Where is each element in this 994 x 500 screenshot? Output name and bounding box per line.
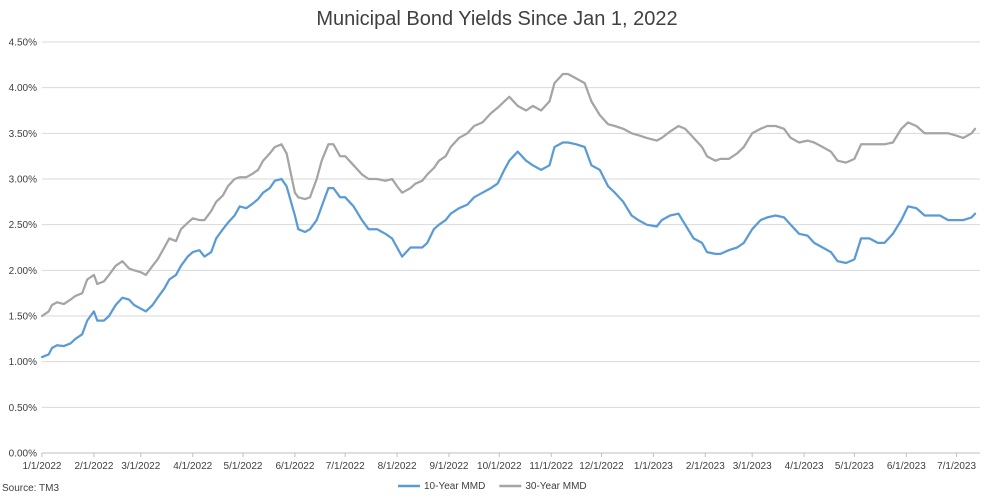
y-tick-label: 3.50% bbox=[9, 129, 37, 140]
x-tick-label: 4/1/2023 bbox=[785, 461, 824, 472]
y-tick-label: 1.50% bbox=[9, 312, 37, 323]
x-tick-label: 1/1/2023 bbox=[634, 461, 673, 472]
y-tick-label: 2.00% bbox=[9, 266, 37, 277]
y-tick-label: 2.50% bbox=[9, 220, 37, 231]
source-note: Source: TM3 bbox=[2, 483, 60, 494]
x-tick-label: 8/1/2022 bbox=[378, 461, 417, 472]
gridlines bbox=[42, 41, 980, 454]
legend: 10-Year MMD 30-Year MMD bbox=[398, 481, 587, 492]
x-tick-label: 3/1/2023 bbox=[733, 461, 772, 472]
y-tick-label: 1.00% bbox=[9, 357, 37, 368]
x-tick-label: 5/1/2023 bbox=[835, 461, 874, 472]
x-tick-label: 12/1/2022 bbox=[579, 461, 624, 472]
y-tick-label: 3.00% bbox=[9, 175, 37, 186]
y-tick-label: 4.50% bbox=[9, 38, 37, 49]
x-tick-label: 10/1/2022 bbox=[477, 461, 522, 472]
x-tick-label: 3/1/2022 bbox=[121, 461, 160, 472]
x-axis-tick-labels: 1/1/2022 2/1/2022 3/1/2022 4/1/2022 5/1/2022… bbox=[23, 453, 976, 472]
x-tick-label: 6/1/2022 bbox=[275, 461, 314, 472]
legend-label: 30-Year MMD bbox=[525, 481, 586, 492]
y-tick-label: 4.00% bbox=[9, 83, 37, 94]
series-line-30-year-mmd bbox=[40, 72, 977, 318]
series-line-10-year-mmd bbox=[40, 141, 977, 359]
x-tick-label: 7/1/2023 bbox=[937, 461, 976, 472]
x-tick-label: 2/1/2022 bbox=[74, 461, 113, 472]
y-axis-tick-labels: 0.00% 0.50% 1.00% 1.50% 2.00% 2.50% 3.00% 3.50%… bbox=[9, 38, 37, 460]
x-tick-label: 9/1/2022 bbox=[430, 461, 469, 472]
chart-title: Municipal Bond Yields Since Jan 1, 2022 bbox=[316, 8, 677, 30]
x-tick-label: 2/1/2023 bbox=[686, 461, 725, 472]
y-tick-label: 0.00% bbox=[9, 449, 37, 460]
x-tick-label: 4/1/2022 bbox=[173, 461, 212, 472]
x-tick-label: 5/1/2022 bbox=[224, 461, 263, 472]
series-lines bbox=[40, 72, 977, 359]
x-tick-label: 7/1/2022 bbox=[326, 461, 365, 472]
legend-label: 10-Year MMD bbox=[424, 481, 485, 492]
x-tick-label: 1/1/2022 bbox=[23, 461, 62, 472]
x-tick-label: 11/1/2022 bbox=[529, 461, 573, 472]
x-tick-label: 6/1/2023 bbox=[887, 461, 926, 472]
y-tick-label: 0.50% bbox=[9, 403, 37, 414]
